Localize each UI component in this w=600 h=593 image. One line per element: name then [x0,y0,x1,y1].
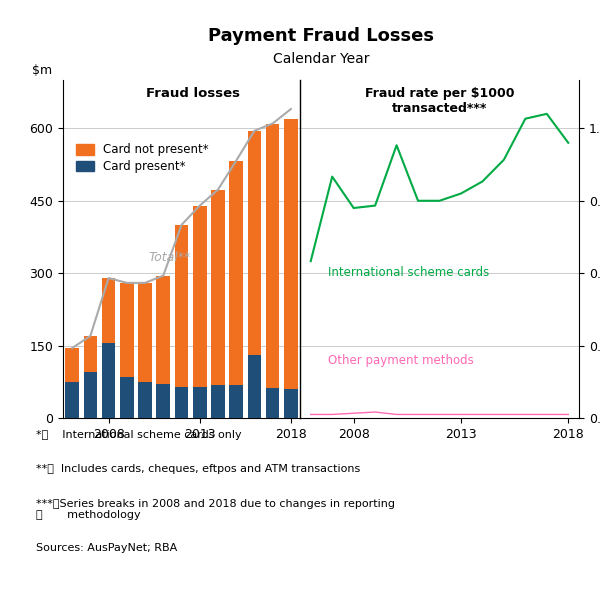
Text: Fraud rate per $1000
transacted***: Fraud rate per $1000 transacted*** [365,87,514,115]
Bar [65,382,79,418]
Text: International scheme cards: International scheme cards [328,266,489,279]
Bar [284,119,298,389]
Text: ***	Series breaks in 2008 and 2018 due to changes in reporting
	       methodolo: *** Series breaks in 2008 and 2018 due t… [36,499,395,520]
Bar [266,123,280,388]
Bar [175,387,188,418]
Bar [157,384,170,418]
Text: Total**: Total** [149,251,191,264]
Bar [248,131,261,355]
Bar [284,389,298,418]
Bar [193,387,206,418]
Bar [65,348,79,382]
Bar [266,388,280,418]
Bar [211,385,225,418]
Text: Other payment methods: Other payment methods [328,354,473,367]
Text: Fraud losses: Fraud losses [146,87,241,100]
Legend: Card not present*, Card present*: Card not present*, Card present* [76,144,209,173]
Bar [248,355,261,418]
Bar [193,206,206,387]
Bar [175,225,188,387]
Bar [83,372,97,418]
Bar [229,385,243,418]
Bar [211,190,225,385]
Text: *	    International scheme cards only: * International scheme cards only [36,430,242,440]
Bar [120,283,134,377]
Bar [138,283,152,382]
Bar [120,377,134,418]
Bar [157,276,170,384]
Bar [102,343,115,418]
Text: Calendar Year: Calendar Year [273,52,369,66]
Text: **	  Includes cards, cheques, eftpos and ATM transactions: ** Includes cards, cheques, eftpos and A… [36,464,360,474]
Bar [102,278,115,343]
Text: $m: $m [32,63,52,76]
Text: Payment Fraud Losses: Payment Fraud Losses [208,27,434,44]
Bar [83,336,97,372]
Bar [229,161,243,385]
Bar [138,382,152,418]
Text: Sources: AusPayNet; RBA: Sources: AusPayNet; RBA [36,543,177,553]
